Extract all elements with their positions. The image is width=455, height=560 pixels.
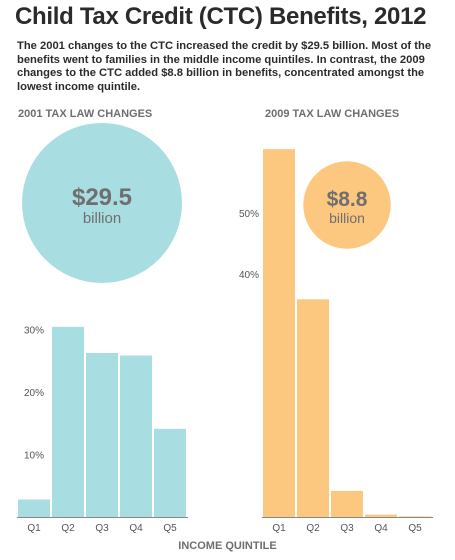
left-panel: $29.5 billion 10% 20% 30% Q1 Q2 Q3 Q4 Q5	[17, 123, 188, 534]
left-y-tick-label: 10%	[24, 450, 44, 461]
right-y-tick-label: 50%	[239, 209, 259, 220]
left-total-unit: billion	[83, 210, 121, 227]
right-x-tick-label: Q4	[374, 523, 388, 534]
right-panel-title: 2009 TAX LAW CHANGES	[265, 108, 400, 120]
left-bar-q3	[86, 353, 118, 517]
right-total-amount: $8.8	[327, 188, 368, 211]
right-x-ticks: Q1 Q2 Q3 Q4 Q5	[272, 523, 422, 534]
right-x-tick-label: Q2	[306, 523, 320, 534]
right-bar-q3	[331, 490, 363, 517]
left-y-tick-label: 30%	[24, 325, 44, 336]
right-total-unit: billion	[329, 210, 365, 226]
left-x-tick-label: Q1	[27, 523, 41, 534]
left-total-amount: $29.5	[72, 184, 132, 211]
intro-text: The 2001 changes to the CTC increased th…	[17, 40, 432, 93]
right-bar-q4	[365, 514, 397, 517]
left-bar-q1	[18, 499, 50, 517]
left-x-ticks: Q1 Q2 Q3 Q4 Q5	[27, 523, 177, 534]
x-axis-title: INCOME QUINTILE	[178, 540, 277, 552]
left-x-tick-label: Q4	[129, 523, 143, 534]
left-bar-q4	[120, 355, 152, 517]
left-bar-q2	[52, 326, 84, 517]
right-bar-q5	[399, 516, 431, 517]
left-bars	[18, 326, 186, 517]
right-total-bubble	[303, 161, 391, 249]
left-y-ticks: 10% 20% 30%	[24, 325, 44, 461]
right-x-tick-label: Q5	[408, 523, 422, 534]
chart-canvas: $29.5 billion 10% 20% 30% Q1 Q2 Q3 Q4 Q5 $8.8 …	[17, 123, 433, 534]
left-panel-title: 2001 TAX LAW CHANGES	[18, 108, 153, 120]
left-x-tick-label: Q2	[61, 523, 75, 534]
chart-title: Child Tax Credit (CTC) Benefits, 2012	[15, 3, 427, 30]
right-bar-q1	[263, 149, 295, 517]
right-y-tick-label: 40%	[239, 270, 259, 281]
right-bar-q2	[297, 299, 329, 517]
left-bar-q5	[154, 428, 186, 517]
right-bars	[263, 149, 431, 517]
right-x-tick-label: Q3	[340, 523, 354, 534]
left-total-bubble	[22, 123, 182, 283]
left-y-tick-label: 20%	[24, 388, 44, 399]
right-x-tick-label: Q1	[272, 523, 286, 534]
right-panel: $8.8 billion 40% 50% Q1 Q2 Q3 Q4 Q5	[239, 149, 433, 534]
left-x-tick-label: Q3	[95, 523, 109, 534]
left-x-tick-label: Q5	[163, 523, 177, 534]
right-y-ticks: 40% 50%	[239, 209, 259, 281]
